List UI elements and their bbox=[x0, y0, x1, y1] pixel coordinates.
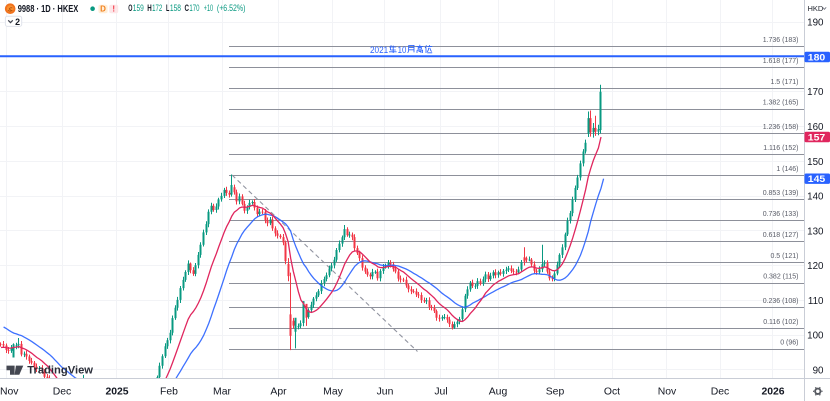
svg-text:130: 130 bbox=[807, 226, 824, 237]
svg-text:100: 100 bbox=[807, 331, 824, 342]
svg-text:+10: +10 bbox=[204, 3, 213, 13]
svg-text:Apr: Apr bbox=[270, 387, 287, 398]
svg-text:0.736 (133): 0.736 (133) bbox=[763, 211, 799, 218]
svg-text:1.736 (183): 1.736 (183) bbox=[763, 37, 799, 44]
svg-text:Nov: Nov bbox=[658, 387, 677, 398]
svg-text:Nov: Nov bbox=[0, 387, 19, 398]
svg-text:Aug: Aug bbox=[489, 387, 508, 398]
svg-text:TradingView: TradingView bbox=[27, 364, 93, 376]
svg-text:10: 10 bbox=[398, 44, 407, 55]
svg-text:170: 170 bbox=[189, 3, 199, 13]
svg-text:1.618 (177): 1.618 (177) bbox=[763, 58, 799, 65]
svg-text:HKD: HKD bbox=[808, 4, 824, 13]
svg-text:157: 157 bbox=[808, 132, 826, 143]
svg-text:110: 110 bbox=[808, 296, 824, 307]
svg-text:2021: 2021 bbox=[370, 44, 388, 55]
svg-text:150: 150 bbox=[807, 157, 824, 168]
svg-text:180: 180 bbox=[808, 52, 826, 63]
svg-text:1.382 (165): 1.382 (165) bbox=[763, 100, 799, 107]
svg-text:Dec: Dec bbox=[711, 387, 729, 398]
svg-text:0.853 (139): 0.853 (139) bbox=[763, 190, 799, 197]
svg-text:0.236 (108): 0.236 (108) bbox=[763, 298, 799, 305]
svg-text:H: H bbox=[147, 3, 152, 13]
svg-text:!: ! bbox=[112, 4, 115, 13]
svg-text:C: C bbox=[185, 3, 190, 13]
svg-text:120: 120 bbox=[807, 261, 824, 272]
svg-text:2025: 2025 bbox=[105, 387, 128, 398]
svg-text:1.116 (152): 1.116 (152) bbox=[763, 145, 798, 152]
svg-text:D: D bbox=[100, 4, 106, 13]
svg-text:158: 158 bbox=[170, 3, 181, 13]
svg-text:0.618 (127): 0.618 (127) bbox=[763, 232, 799, 239]
svg-text:Jun: Jun bbox=[377, 387, 394, 398]
svg-text:Sep: Sep bbox=[546, 387, 565, 398]
svg-text:L: L bbox=[166, 3, 170, 13]
svg-text:172: 172 bbox=[152, 3, 162, 13]
svg-text:9988 · 1D · HKEX: 9988 · 1D · HKEX bbox=[18, 4, 79, 15]
svg-text:170: 170 bbox=[807, 87, 824, 98]
svg-text:2026: 2026 bbox=[761, 387, 784, 398]
svg-text:Feb: Feb bbox=[160, 387, 178, 398]
svg-text:O: O bbox=[128, 3, 132, 13]
svg-text:Mar: Mar bbox=[213, 387, 231, 398]
svg-text:140: 140 bbox=[807, 192, 824, 203]
svg-text:1.5 (171): 1.5 (171) bbox=[770, 79, 798, 86]
svg-text:Jul: Jul bbox=[434, 387, 447, 398]
svg-text:1.236 (158): 1.236 (158) bbox=[763, 124, 799, 131]
svg-text:190: 190 bbox=[807, 18, 824, 29]
svg-text:0.382 (115): 0.382 (115) bbox=[763, 274, 798, 281]
svg-text:2: 2 bbox=[15, 17, 20, 27]
svg-text:0 (96): 0 (96) bbox=[780, 340, 798, 347]
svg-text:0.116 (102): 0.116 (102) bbox=[763, 319, 798, 326]
svg-text:Dec: Dec bbox=[53, 387, 71, 398]
svg-text:(+6.52%): (+6.52%) bbox=[217, 3, 246, 13]
svg-text:1 (146): 1 (146) bbox=[776, 166, 798, 173]
svg-text:May: May bbox=[323, 387, 343, 398]
svg-text:Oct: Oct bbox=[604, 387, 620, 398]
svg-text:160: 160 bbox=[807, 122, 824, 133]
svg-text:159: 159 bbox=[133, 3, 144, 13]
svg-text:145: 145 bbox=[808, 174, 826, 185]
svg-text:0.5 (121): 0.5 (121) bbox=[770, 253, 798, 260]
svg-text:90: 90 bbox=[813, 366, 824, 377]
